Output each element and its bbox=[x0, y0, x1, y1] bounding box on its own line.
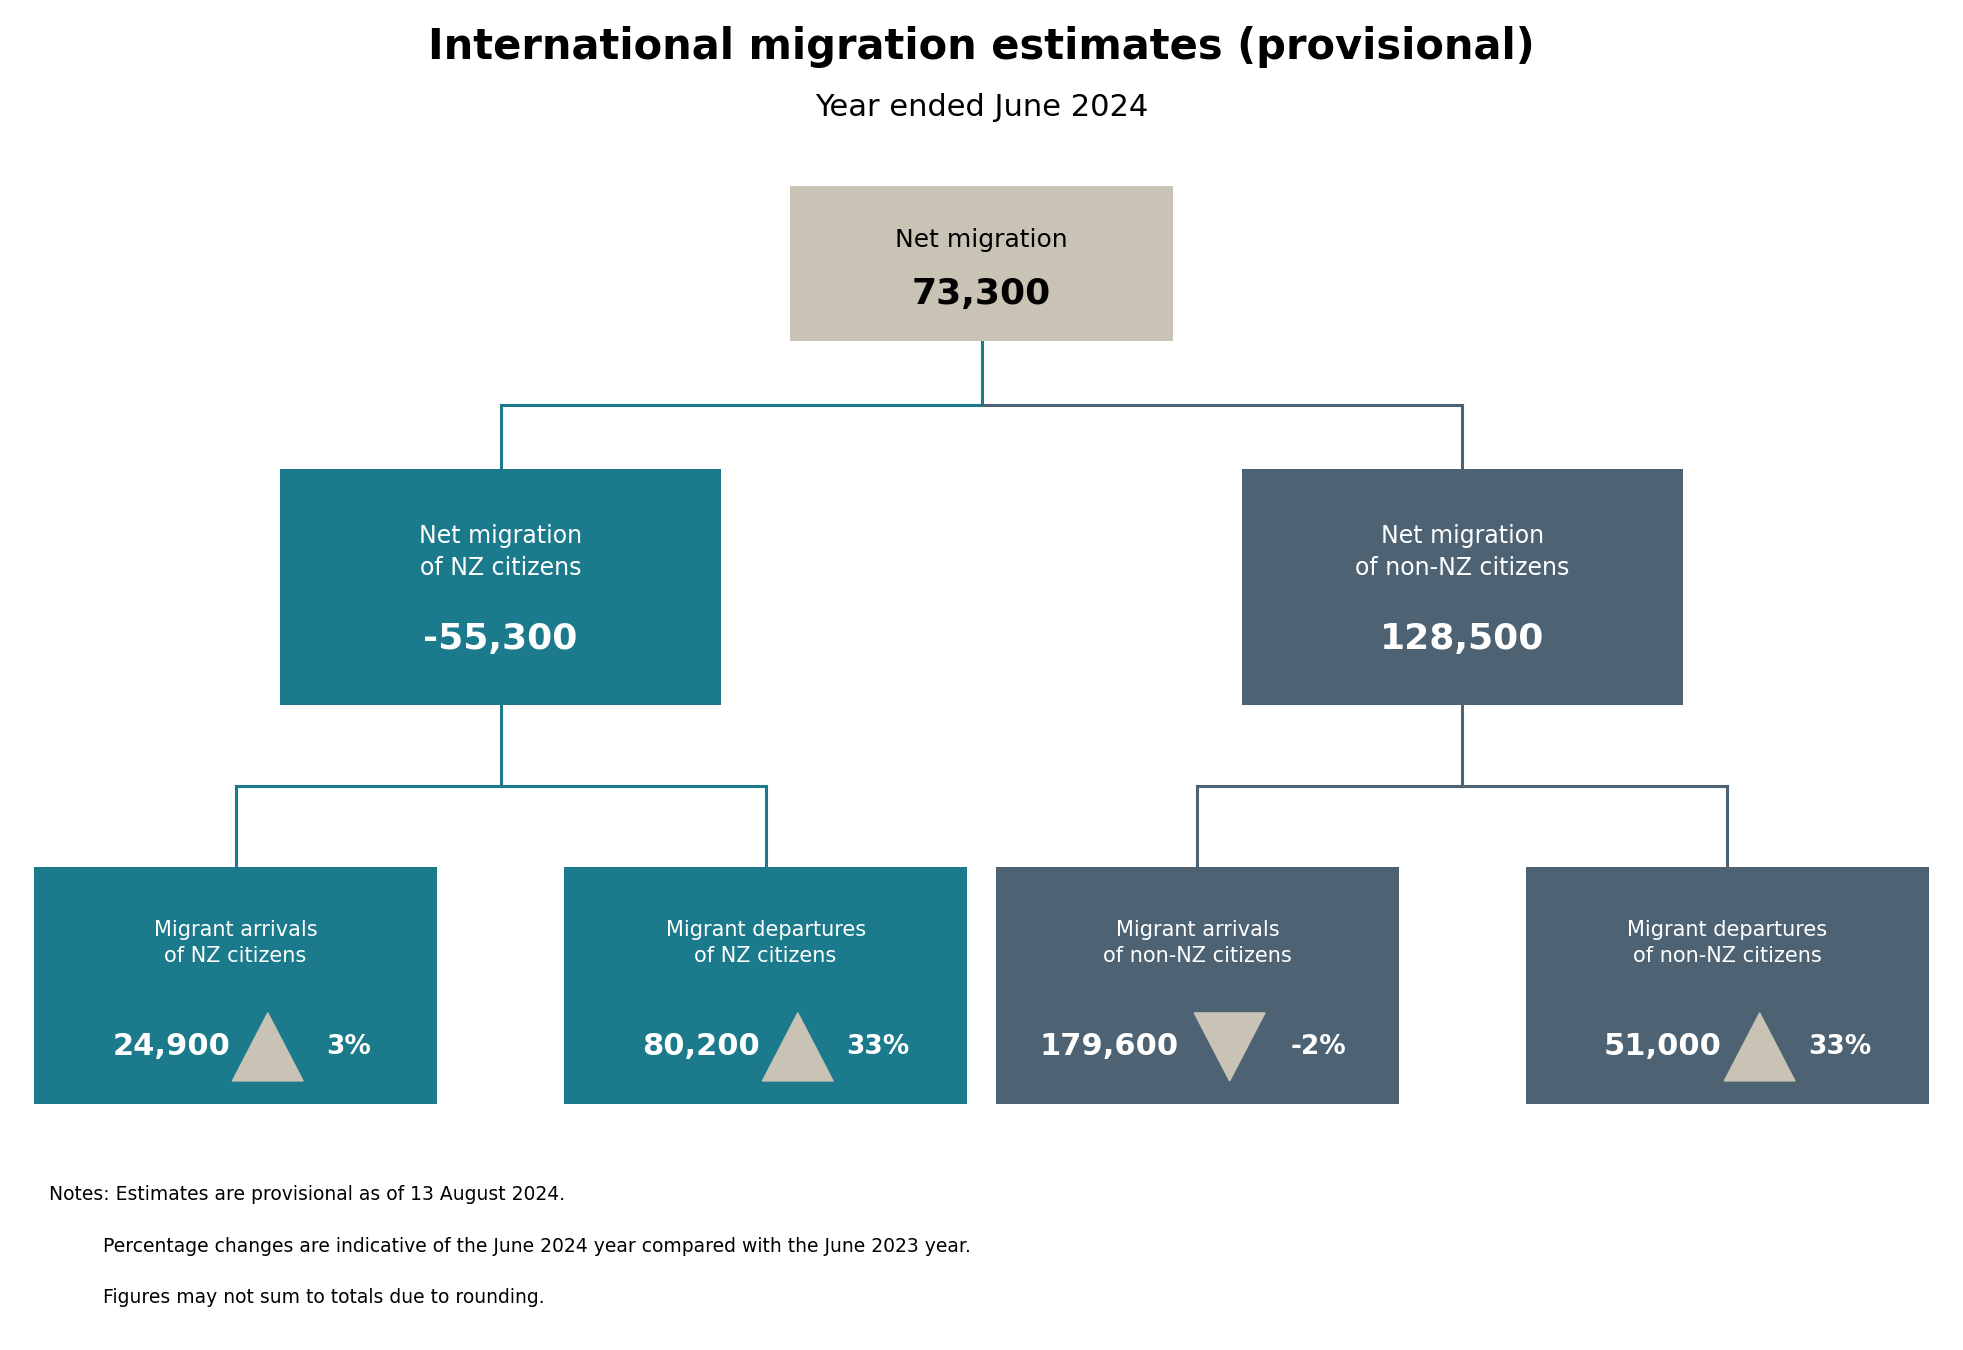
Text: Net migration: Net migration bbox=[895, 228, 1068, 252]
Text: Figures may not sum to totals due to rounding.: Figures may not sum to totals due to rou… bbox=[49, 1288, 544, 1307]
FancyBboxPatch shape bbox=[565, 867, 968, 1104]
Polygon shape bbox=[1724, 1012, 1794, 1081]
Text: Notes: Estimates are provisional as of 13 August 2024.: Notes: Estimates are provisional as of 1… bbox=[49, 1185, 565, 1204]
Text: 51,000: 51,000 bbox=[1604, 1033, 1722, 1061]
Text: Migrant departures
of NZ citizens: Migrant departures of NZ citizens bbox=[665, 919, 866, 967]
Text: Migrant departures
of non-NZ citizens: Migrant departures of non-NZ citizens bbox=[1627, 919, 1828, 967]
Text: Net migration
of non-NZ citizens: Net migration of non-NZ citizens bbox=[1354, 524, 1570, 579]
Text: Percentage changes are indicative of the June 2024 year compared with the June 2: Percentage changes are indicative of the… bbox=[49, 1237, 972, 1256]
FancyBboxPatch shape bbox=[281, 470, 722, 706]
Text: 73,300: 73,300 bbox=[913, 277, 1050, 312]
Text: Migrant arrivals
of NZ citizens: Migrant arrivals of NZ citizens bbox=[153, 919, 318, 967]
Text: Migrant arrivals
of non-NZ citizens: Migrant arrivals of non-NZ citizens bbox=[1103, 919, 1292, 967]
Text: 33%: 33% bbox=[1808, 1034, 1873, 1060]
Text: -55,300: -55,300 bbox=[424, 622, 577, 656]
Polygon shape bbox=[1194, 1012, 1264, 1081]
FancyBboxPatch shape bbox=[995, 867, 1398, 1104]
Text: Net migration
of NZ citizens: Net migration of NZ citizens bbox=[418, 524, 583, 579]
Text: 24,900: 24,900 bbox=[112, 1033, 230, 1061]
Text: 3%: 3% bbox=[326, 1034, 371, 1060]
Text: 179,600: 179,600 bbox=[1038, 1033, 1178, 1061]
Polygon shape bbox=[232, 1012, 302, 1081]
FancyBboxPatch shape bbox=[789, 186, 1172, 340]
Polygon shape bbox=[762, 1012, 832, 1081]
Text: 80,200: 80,200 bbox=[642, 1033, 760, 1061]
FancyBboxPatch shape bbox=[1527, 867, 1928, 1104]
Text: International migration estimates (provisional): International migration estimates (provi… bbox=[428, 26, 1535, 69]
Text: Year ended June 2024: Year ended June 2024 bbox=[815, 93, 1148, 123]
Text: -2%: -2% bbox=[1290, 1034, 1347, 1060]
FancyBboxPatch shape bbox=[35, 867, 436, 1104]
Text: 128,500: 128,500 bbox=[1380, 622, 1545, 656]
FancyBboxPatch shape bbox=[1241, 470, 1682, 706]
Text: 33%: 33% bbox=[846, 1034, 911, 1060]
